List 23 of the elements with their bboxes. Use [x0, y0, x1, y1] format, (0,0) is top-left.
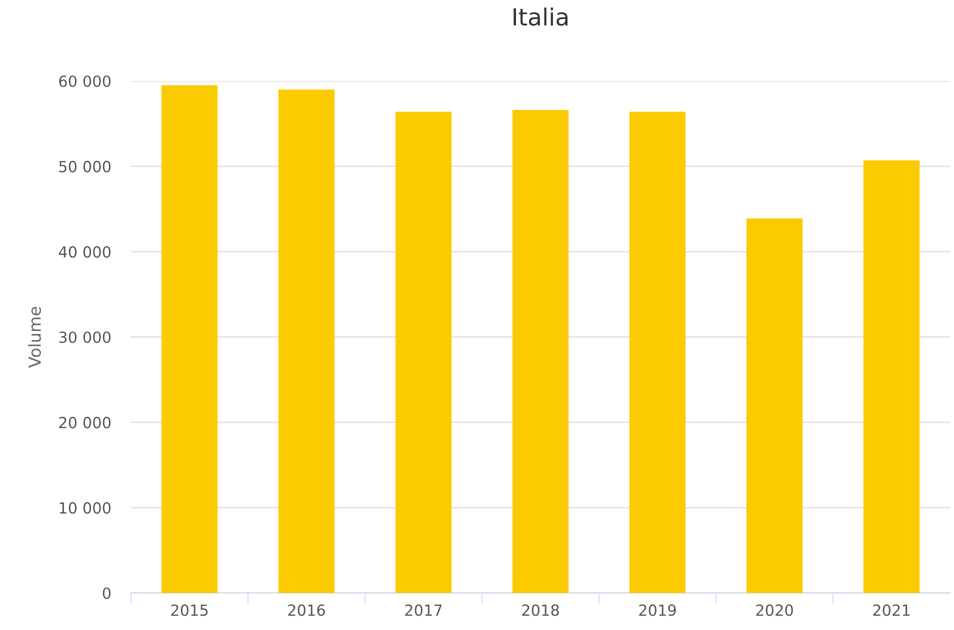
- bar: [512, 110, 569, 593]
- bar: [746, 218, 803, 593]
- x-tick-label: 2018: [522, 604, 559, 616]
- bar: [278, 90, 335, 593]
- chart-title: Italia: [514, 8, 568, 26]
- y-tick-label: 60 000: [59, 75, 111, 88]
- y-tick-label: 20 000: [59, 416, 111, 428]
- x-tick-label: 2015: [171, 604, 208, 616]
- bar: [629, 112, 686, 593]
- x-tick-label: 2016: [288, 604, 325, 616]
- bar: [395, 112, 452, 593]
- y-tick-label: 10 000: [60, 502, 111, 514]
- bar: [161, 85, 218, 593]
- bar: [863, 160, 920, 593]
- x-tick-label: 2020: [756, 604, 793, 616]
- y-tick-label: 40 000: [58, 246, 111, 258]
- x-tick-label: 2021: [873, 604, 910, 616]
- x-tick-label: 2019: [639, 604, 676, 616]
- y-axis-title: Volume: [28, 306, 41, 368]
- y-tick-label: 30 000: [59, 331, 111, 344]
- x-tick-label: 2017: [405, 604, 442, 616]
- y-tick-label: 50 000: [59, 160, 111, 172]
- y-tick-label: 0: [102, 587, 111, 600]
